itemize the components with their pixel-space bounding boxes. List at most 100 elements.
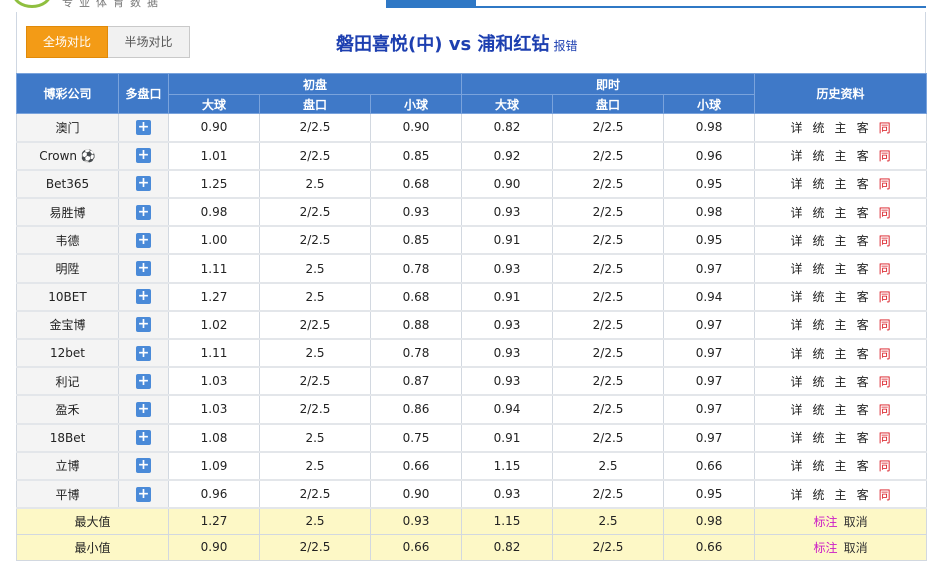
away-link[interactable]: 客 [856,487,869,502]
away-link[interactable]: 客 [856,459,869,474]
expand-plus-icon[interactable]: + [136,260,151,277]
report-error-link[interactable]: 报错 [553,39,578,53]
stats-link[interactable]: 统 [812,149,825,164]
away-link[interactable]: 客 [856,177,869,192]
expand-plus-icon[interactable]: + [136,203,151,220]
detail-link[interactable]: 详 [790,487,803,502]
expand-plus-icon[interactable]: + [136,316,151,333]
away-link[interactable]: 客 [856,346,869,361]
stats-link[interactable]: 统 [812,487,825,502]
away-link[interactable]: 客 [856,374,869,389]
expand-plus-icon[interactable]: + [136,344,151,361]
same-link[interactable]: 同 [878,262,891,277]
away-link[interactable]: 客 [856,318,869,333]
home-link[interactable]: 主 [834,318,847,333]
expand-plus-icon[interactable]: + [136,429,151,446]
home-link[interactable]: 主 [834,233,847,248]
detail-link[interactable]: 详 [790,374,803,389]
stats-link[interactable]: 统 [812,318,825,333]
detail-link[interactable]: 详 [790,459,803,474]
same-link[interactable]: 同 [878,290,891,305]
home-link[interactable]: 主 [834,120,847,135]
away-link[interactable]: 客 [856,262,869,277]
stats-link[interactable]: 统 [812,177,825,192]
company-name: Bet365 [16,169,119,199]
live-big: 0.82 [461,112,554,143]
match-title: 磐田喜悦(中) vs 浦和红钻 报错 [336,30,577,56]
home-link[interactable]: 主 [834,290,847,305]
detail-link[interactable]: 详 [790,149,803,164]
home-link[interactable]: 主 [834,177,847,192]
home-link[interactable]: 主 [834,205,847,220]
live-small: 0.97 [663,253,756,284]
detail-link[interactable]: 详 [790,262,803,277]
stats-link[interactable]: 统 [812,262,825,277]
same-link[interactable]: 同 [878,177,891,192]
home-link[interactable]: 主 [834,374,847,389]
home-link[interactable]: 主 [834,459,847,474]
expand-plus-icon[interactable]: + [136,231,151,248]
stats-link[interactable]: 统 [812,374,825,389]
stats-link[interactable]: 统 [812,233,825,248]
odds-row: Crown ⚽ +1.01 2/2.5 0.85 0.92 2/2.5 0.96 详统主客同 [16,141,928,171]
same-link[interactable]: 同 [878,205,891,220]
home-link[interactable]: 主 [834,346,847,361]
same-link[interactable]: 同 [878,318,891,333]
detail-link[interactable]: 详 [790,318,803,333]
home-link[interactable]: 主 [834,149,847,164]
stats-link[interactable]: 统 [812,459,825,474]
initial-small: 0.87 [369,366,463,396]
same-link[interactable]: 同 [878,374,891,389]
max-live-small: 0.98 [663,507,756,535]
away-link[interactable]: 客 [856,290,869,305]
same-link[interactable]: 同 [878,431,891,446]
expand-plus-icon[interactable]: + [136,372,151,389]
same-link[interactable]: 同 [878,233,891,248]
cancel-link[interactable]: 取消 [843,540,868,555]
detail-link[interactable]: 详 [790,290,803,305]
same-link[interactable]: 同 [878,346,891,361]
away-link[interactable]: 客 [856,431,869,446]
detail-link[interactable]: 详 [790,431,803,446]
stats-link[interactable]: 统 [812,290,825,305]
stats-link[interactable]: 统 [812,205,825,220]
same-link[interactable]: 同 [878,487,891,502]
detail-link[interactable]: 详 [790,233,803,248]
stats-link[interactable]: 统 [812,346,825,361]
away-link[interactable]: 客 [856,149,869,164]
expand-plus-icon[interactable]: + [136,457,151,474]
detail-link[interactable]: 详 [790,177,803,192]
expand-plus-icon[interactable]: + [136,288,151,305]
expand-plus-icon[interactable]: + [136,147,151,164]
expand-plus-icon[interactable]: + [136,400,151,417]
home-link[interactable]: 主 [834,487,847,502]
same-link[interactable]: 同 [878,120,891,135]
expand-plus-icon[interactable]: + [136,485,151,502]
stats-link[interactable]: 统 [812,120,825,135]
tab-half-match[interactable]: 半场对比 [108,26,190,58]
home-link[interactable]: 主 [834,431,847,446]
odds-body: 澳门 +0.90 2/2.5 0.90 0.82 2/2.5 0.98 详统主客同 Crown … [16,112,928,561]
expand-plus-icon[interactable]: + [136,175,151,192]
same-link[interactable]: 同 [878,149,891,164]
home-link[interactable]: 主 [834,262,847,277]
home-link[interactable]: 主 [834,402,847,417]
away-link[interactable]: 客 [856,233,869,248]
mark-link[interactable]: 标注 [813,514,838,529]
tab-full-match[interactable]: 全场对比 [26,26,108,58]
expand-plus-icon[interactable]: + [136,118,151,135]
away-link[interactable]: 客 [856,402,869,417]
detail-link[interactable]: 详 [790,205,803,220]
detail-link[interactable]: 详 [790,346,803,361]
away-link[interactable]: 客 [856,205,869,220]
mark-link[interactable]: 标注 [813,540,838,555]
same-link[interactable]: 同 [878,459,891,474]
cancel-link[interactable]: 取消 [843,514,868,529]
detail-link[interactable]: 详 [790,402,803,417]
stats-link[interactable]: 统 [812,402,825,417]
away-link[interactable]: 客 [856,120,869,135]
stats-link[interactable]: 统 [812,431,825,446]
detail-link[interactable]: 详 [790,120,803,135]
same-link[interactable]: 同 [878,402,891,417]
live-big: 0.93 [461,479,554,509]
